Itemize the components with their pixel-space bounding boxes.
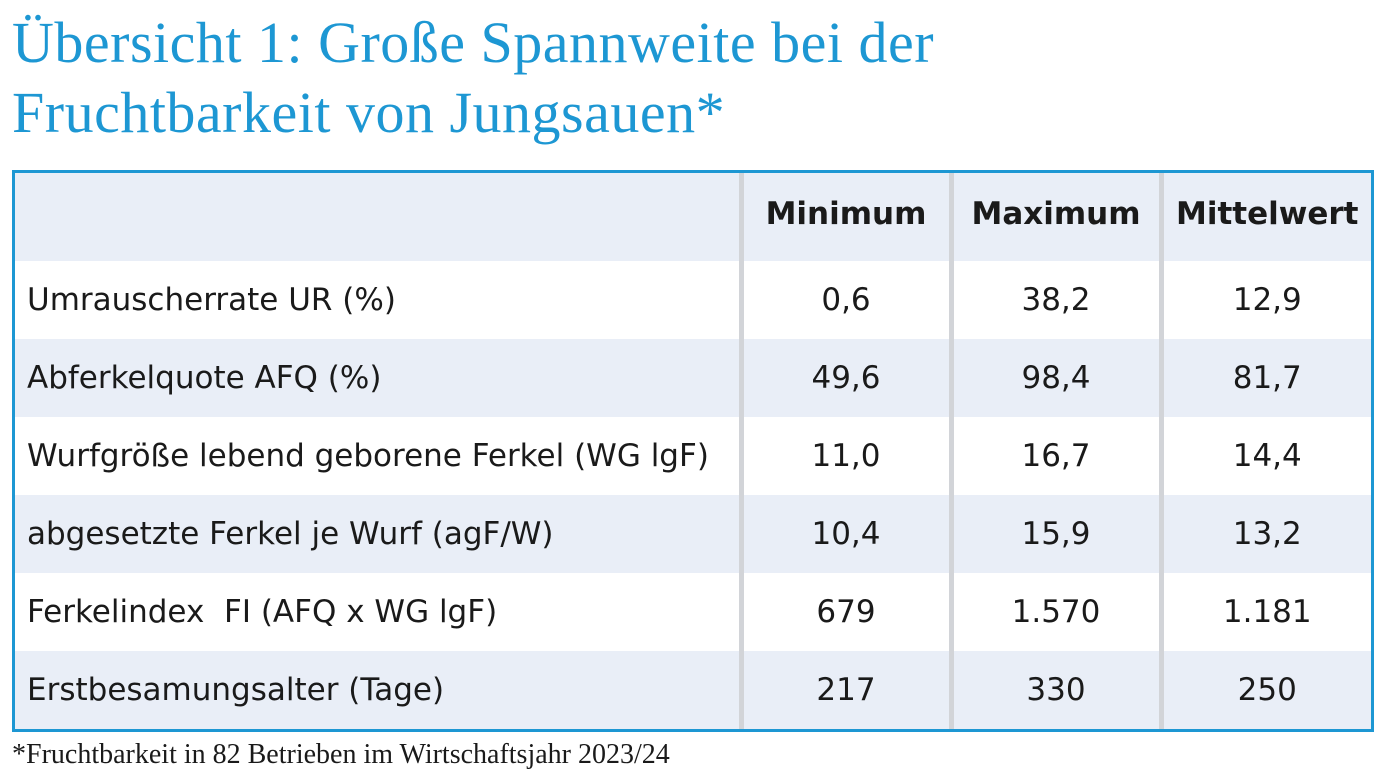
cell-mittelwert: 81,7 <box>1158 339 1371 417</box>
table-header-row: Minimum Maximum Mittelwert <box>15 173 1371 261</box>
cell-mittelwert: 12,9 <box>1158 261 1371 339</box>
cell-minimum: 10,4 <box>738 495 951 573</box>
fertility-data-table: Minimum Maximum Mittelwert Umrauscherrat… <box>15 173 1371 729</box>
cell-maximum: 1.570 <box>948 573 1161 651</box>
cell-minimum: 0,6 <box>738 261 951 339</box>
table-row: abgesetzte Ferkel je Wurf (agF/W) 10,4 1… <box>15 495 1371 573</box>
cell-mittelwert: 250 <box>1158 651 1371 729</box>
cell-minimum: 11,0 <box>738 417 951 495</box>
title-line-1: Übersicht 1: Große Spannweite bei der <box>12 10 935 75</box>
cell-mittelwert: 14,4 <box>1158 417 1371 495</box>
table-row: Erstbesamungsalter (Tage) 217 330 250 <box>15 651 1371 729</box>
header-label-cell <box>15 173 741 261</box>
row-label: Erstbesamungsalter (Tage) <box>27 672 445 708</box>
table-row: Ferkelindex FI (AFQ x WG lgF) 679 1.570 … <box>15 573 1371 651</box>
fertility-table: Minimum Maximum Mittelwert Umrauscherrat… <box>12 170 1374 732</box>
row-label: Ferkelindex FI (AFQ x WG lgF) <box>27 594 498 630</box>
cell-maximum: 330 <box>948 651 1161 729</box>
cell-mittelwert: 13,2 <box>1158 495 1371 573</box>
table-row: Abferkelquote AFQ (%) 49,6 98,4 81,7 <box>15 339 1371 417</box>
row-label: abgesetzte Ferkel je Wurf (agF/W) <box>27 516 554 552</box>
cell-maximum: 16,7 <box>948 417 1161 495</box>
cell-maximum: 38,2 <box>948 261 1161 339</box>
cell-maximum: 98,4 <box>948 339 1161 417</box>
header-minimum: Minimum <box>738 173 951 261</box>
header-maximum: Maximum <box>948 173 1161 261</box>
cell-minimum: 679 <box>738 573 951 651</box>
title-line-2: Fruchtbarkeit von Jungsauen* <box>12 80 726 145</box>
row-label: Umrauscherrate UR (%) <box>27 282 396 318</box>
cell-minimum: 217 <box>738 651 951 729</box>
row-label: Abferkelquote AFQ (%) <box>27 360 382 396</box>
row-label: Wurfgröße lebend geborene Ferkel (WG lgF… <box>27 438 709 474</box>
page-title: Übersicht 1: Große Spannweite bei der Fr… <box>12 8 1372 148</box>
footnote: *Fruchtbarkeit in 82 Betrieben im Wirtsc… <box>12 739 670 770</box>
cell-mittelwert: 1.181 <box>1158 573 1371 651</box>
header-mittelwert: Mittelwert <box>1158 173 1371 261</box>
table-row: Wurfgröße lebend geborene Ferkel (WG lgF… <box>15 417 1371 495</box>
cell-minimum: 49,6 <box>738 339 951 417</box>
cell-maximum: 15,9 <box>948 495 1161 573</box>
table-row: Umrauscherrate UR (%) 0,6 38,2 12,9 <box>15 261 1371 339</box>
